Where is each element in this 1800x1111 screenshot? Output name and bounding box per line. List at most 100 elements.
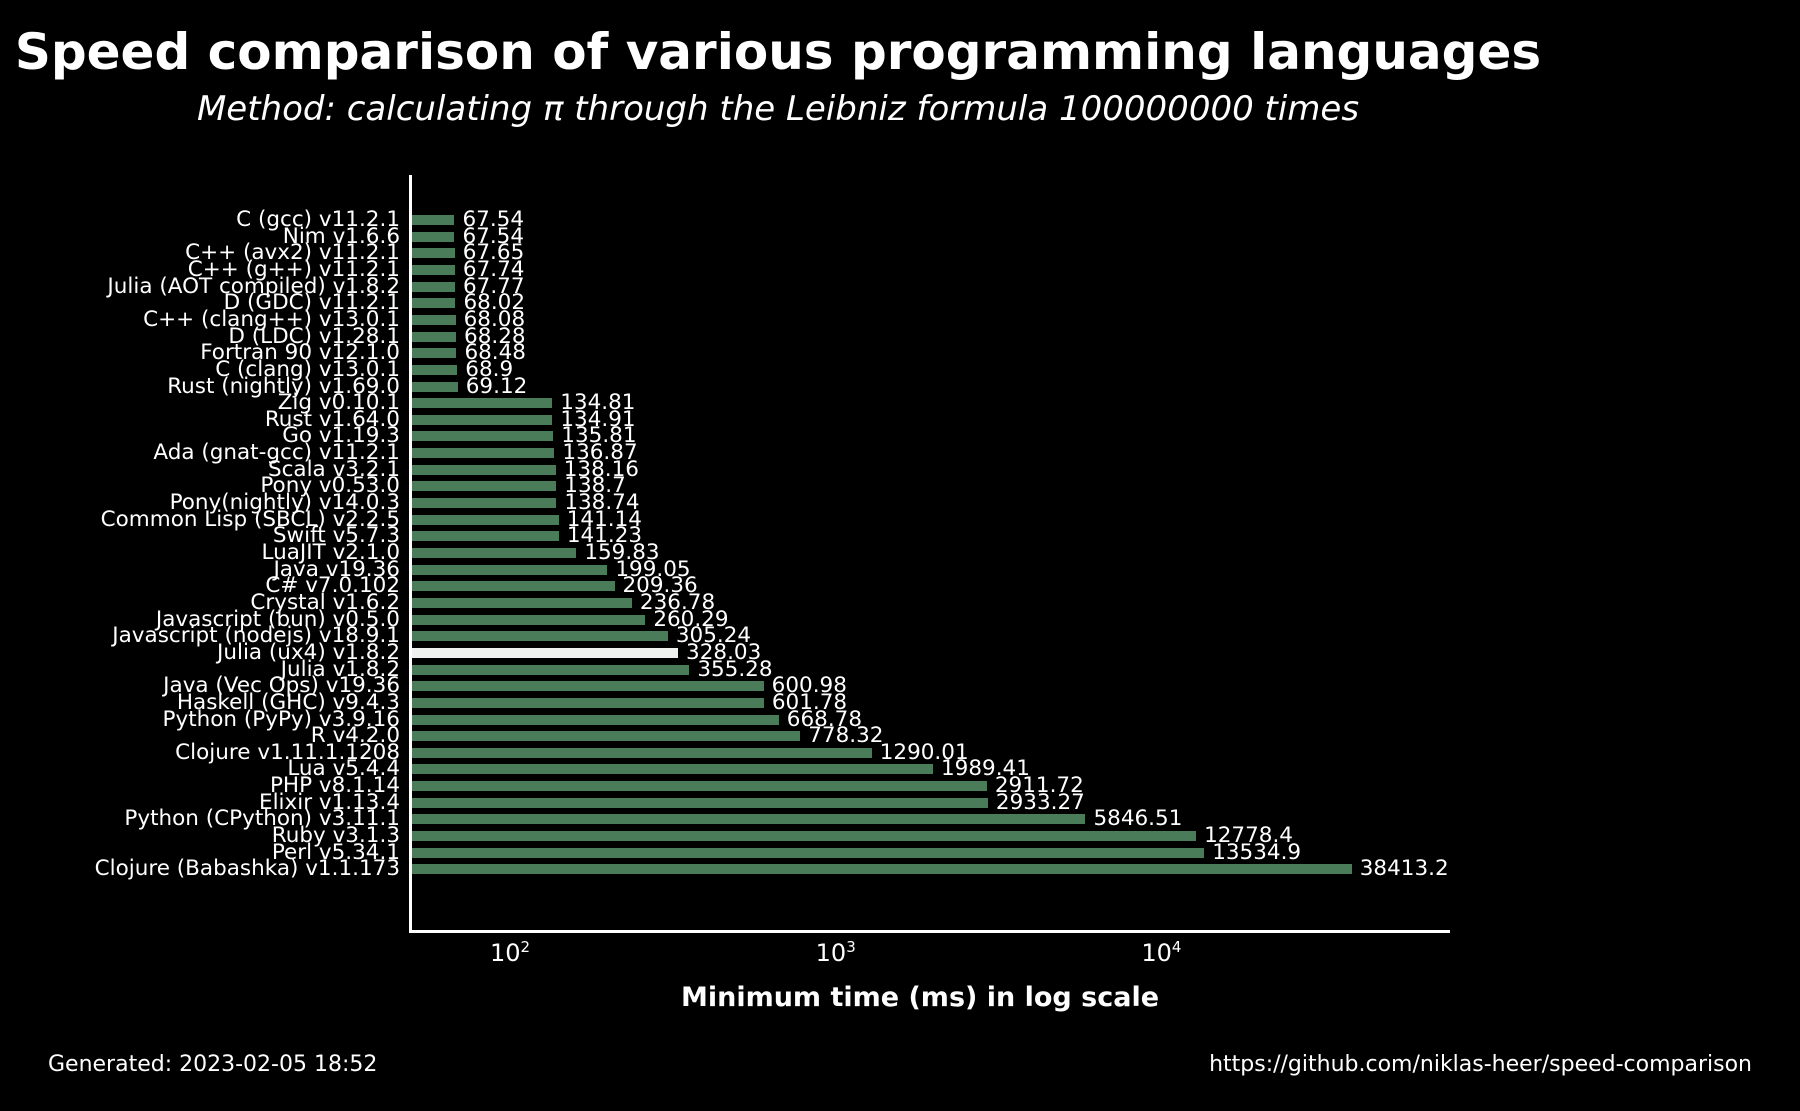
value-label: 159.83 (584, 540, 660, 565)
category-label: Julia (ux4) v1.8.2 (217, 639, 400, 665)
category-label: C (gcc) v11.2.1 (236, 207, 400, 232)
bar (412, 348, 457, 359)
category-label: Lua v5.4.4 (287, 756, 400, 782)
bar (412, 414, 553, 425)
category-label: Javascript (bun) v0.5.0 (155, 606, 400, 632)
value-label: 138.7 (564, 473, 626, 499)
value-label: 134.81 (560, 390, 636, 416)
value-label: 134.91 (560, 406, 636, 432)
value-label: 1290.01 (879, 739, 969, 765)
source-url: https://github.com/niklas-heer/speed-com… (1209, 1052, 1752, 1077)
category-label: Rust (nightly) v1.69.0 (167, 373, 400, 399)
value-label: 209.36 (622, 573, 698, 599)
x-tick-label: 104 (1141, 938, 1182, 967)
bar (412, 215, 455, 225)
category-label: PHP v8.1.14 (269, 773, 400, 799)
category-label: Nim v1.6.6 (282, 223, 400, 249)
category-label: Perl v5.34.1 (271, 839, 400, 865)
category-label: Haskell (GHC) v9.4.3 (176, 689, 400, 715)
bar (412, 581, 615, 592)
category-label: Swift v5.7.3 (272, 523, 400, 549)
bar (412, 731, 801, 742)
x-tick-label: 103 (815, 938, 856, 967)
bar (412, 248, 455, 259)
bar (412, 814, 1086, 825)
bar (412, 664, 690, 675)
bar (412, 448, 555, 459)
bar (412, 681, 764, 692)
bar (412, 548, 577, 558)
category-label: Javascript (nodejs) v18.9.1 (112, 623, 400, 649)
bar (412, 431, 554, 442)
category-label: Python (CPython) v3.11.1 (124, 806, 400, 832)
category-label: Common Lisp (SBCL) v2.2.5 (100, 506, 400, 532)
bar (412, 331, 457, 342)
bar (412, 498, 557, 509)
bar (412, 797, 988, 808)
value-label: 236.78 (639, 589, 716, 615)
bar (412, 314, 456, 325)
category-label: Elixir v1.13.4 (258, 789, 400, 815)
category-label: C++ (avx2) v11.2.1 (185, 240, 400, 266)
value-label: 199.05 (615, 556, 691, 582)
category-label: LuaJIT v2.1.0 (261, 540, 400, 565)
x-tick-label: 102 (489, 938, 531, 967)
category-label: Ada (gnat-gcc) v11.2.1 (153, 440, 400, 466)
category-label: Scala v3.2.1 (267, 456, 400, 482)
bar (412, 747, 872, 758)
value-label: 12778.4 (1204, 823, 1293, 849)
category-label: Java (Vec Ops) v19.36 (163, 673, 400, 699)
value-label: 2933.27 (995, 789, 1085, 815)
bar (412, 697, 764, 708)
x-axis-label: Minimum time (ms) in log scale (680, 982, 1160, 1013)
category-label: Julia (AOT compiled) v1.8.2 (107, 273, 400, 299)
bar (412, 281, 455, 292)
bar (412, 231, 455, 242)
value-label: 305.24 (675, 623, 752, 649)
bar (412, 564, 608, 575)
category-label: C++ (g++) v11.2.1 (187, 256, 400, 282)
category-label: Clojure (Babashka) v1.1.173 (94, 856, 400, 882)
bar (412, 298, 456, 309)
category-label: C# v7.0.102 (265, 573, 400, 599)
bar (412, 464, 556, 475)
category-label: Pony(nightly) v14.0.3 (169, 490, 400, 516)
bar (412, 714, 779, 725)
value-label: 1989.41 (940, 756, 1030, 782)
x-axis-spine (409, 930, 1450, 933)
value-label: 67.74 (462, 256, 525, 282)
bar (412, 847, 1205, 858)
value-label: 138.16 (563, 456, 639, 482)
bar (412, 381, 458, 392)
category-label: Pony v0.53.0 (260, 473, 400, 499)
category-label: Julia v1.8.2 (280, 656, 400, 682)
value-label: 68.08 (463, 306, 526, 332)
category-label: Go v1.19.3 (282, 423, 400, 449)
bar (412, 864, 1352, 875)
value-label: 136.87 (562, 440, 638, 466)
value-label: 778.32 (808, 723, 884, 749)
value-label: 69.12 (465, 373, 528, 399)
value-label: 67.77 (462, 273, 525, 299)
category-label: C++ (clang++) v13.0.1 (143, 306, 400, 332)
value-label: 141.14 (566, 506, 642, 532)
category-label: Fortran 90 v12.1.0 (200, 340, 400, 366)
category-label: Rust v1.64.0 (264, 406, 400, 432)
chart-title: Speed comparison of various programming … (14, 23, 1542, 81)
value-label: 260.29 (653, 606, 729, 632)
category-label: C (clang) v13.0.1 (215, 356, 400, 382)
category-label: D (LDC) v1.28.1 (228, 323, 400, 349)
value-label: 138.74 (564, 490, 640, 516)
bar (412, 364, 458, 375)
bar (412, 764, 933, 775)
bar (412, 597, 632, 608)
category-label: Python (PyPy) v3.9.16 (162, 706, 400, 732)
bar (412, 614, 646, 625)
category-label: Java v19.36 (273, 556, 400, 582)
bar-highlighted (412, 647, 679, 658)
bar (412, 531, 559, 542)
bar (412, 831, 1197, 842)
generated-timestamp: Generated: 2023-02-05 18:52 (48, 1052, 378, 1077)
value-label: 38413.2 (1359, 856, 1449, 882)
